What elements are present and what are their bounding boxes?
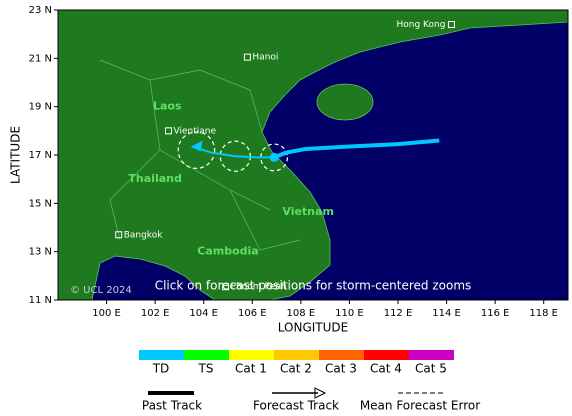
category-label: Cat 1 [235,362,267,376]
category-label: Cat 5 [415,362,447,376]
city-label: Vientiane [174,126,217,136]
y-axis-label: LATITUDE [9,126,23,184]
category-swatch [184,350,229,360]
y-tick-label: 15 N [29,198,52,209]
error-circle [260,143,289,172]
x-tick-label: 104 E [189,308,218,319]
category-label: Cat 2 [280,362,312,376]
x-tick-label: 112 E [384,308,413,319]
city-marker [222,283,230,291]
y-tick-label: 21 N [29,53,52,64]
category-swatch [364,350,409,360]
y-tick-label: 13 N [29,247,52,258]
city-marker [243,53,251,61]
category-label: TD [152,362,170,376]
forecast-track [191,145,275,159]
category-swatch [139,350,184,360]
city-label: Bangkok [124,230,164,240]
city-marker [165,127,172,135]
line-key-label: Mean Forecast Error [360,399,480,413]
region-label: Laos [153,100,182,113]
category-swatch [229,350,274,360]
x-tick-label: 114 E [432,308,461,319]
line-key-label: Forecast Track [253,399,339,413]
line-key-label: Past Track [142,399,202,413]
category-swatch [409,350,454,360]
x-tick-label: 102 E [141,308,170,319]
x-tick-label: 100 E [92,308,121,319]
city-marker [447,21,455,28]
x-tick-label: 116 E [481,308,510,319]
x-tick-label: 110 E [335,308,364,319]
error-circle [177,131,216,169]
map-note: Click on forecast positions for storm-ce… [155,279,472,293]
city-label: Hong Kong [396,20,445,30]
current-position [269,152,279,162]
region-label: Cambodia [197,245,258,258]
y-tick-label: 11 N [29,295,52,306]
forecast-track-key-head [314,387,327,399]
y-tick-label: 19 N [29,102,52,113]
category-swatch [274,350,319,360]
city-label: Hanoi [252,53,278,63]
category-label: Cat 3 [325,362,357,376]
land [57,9,569,301]
city-marker [115,231,123,239]
category-label: Cat 4 [370,362,402,376]
x-tick-label: 108 E [287,308,316,319]
x-axis-label: LONGITUDE [278,321,348,335]
city-label: Phnom Penh [231,282,287,292]
past-track [273,138,440,160]
region-label: Thailand [128,172,181,185]
forecast-arrowhead [191,140,203,152]
region-label: Vietnam [282,205,334,218]
x-tick-label: 106 E [238,308,267,319]
credit: © UCL 2024 [70,285,132,296]
x-tick-label: 118 E [529,308,558,319]
y-tick-label: 23 N [29,5,52,16]
borders [99,59,301,251]
category-label: TS [198,362,214,376]
hainan [316,83,374,121]
y-tick-label: 17 N [29,150,52,161]
category-swatch [319,350,364,360]
